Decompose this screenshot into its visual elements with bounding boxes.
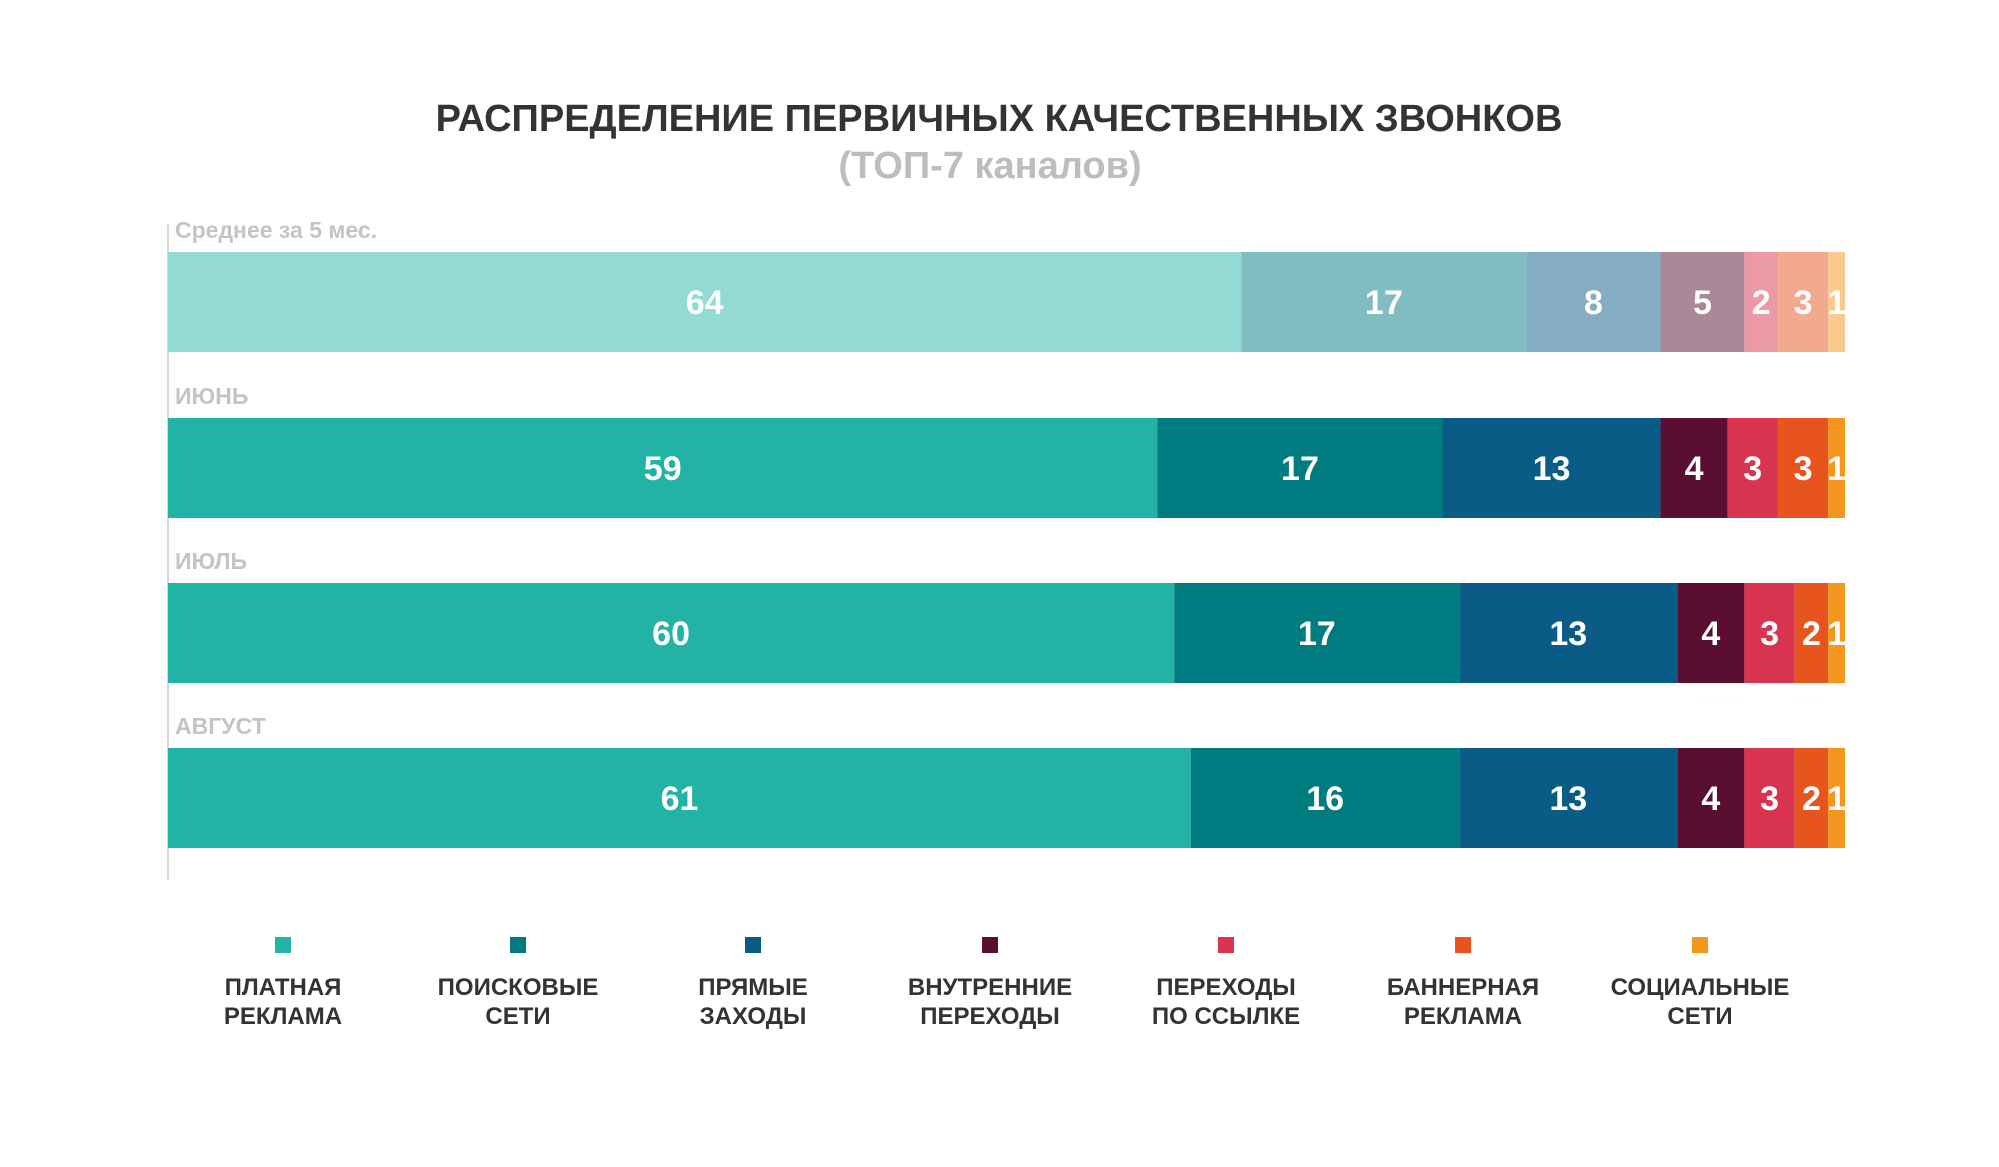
legend-label: СЕТИ <box>1667 1003 1732 1030</box>
data-label: 60 <box>652 615 690 653</box>
data-label: 13 <box>1549 615 1587 653</box>
bar-segment <box>1744 748 1795 848</box>
data-label: 2 <box>1752 284 1771 322</box>
data-label: 59 <box>644 450 682 488</box>
legend-swatch <box>275 937 291 953</box>
data-label: 3 <box>1760 615 1779 653</box>
data-label: 64 <box>686 284 724 322</box>
legend-label: ПРЯМЫЕ <box>698 974 807 1001</box>
bar-segment <box>168 583 1175 683</box>
bar-segment <box>1526 252 1661 352</box>
legend-swatch <box>1692 937 1708 953</box>
legend-label: ПЛАТНАЯ <box>225 974 342 1001</box>
bar-segment <box>1794 748 1829 848</box>
bar-segment <box>168 748 1191 848</box>
chart-subtitle: (ТОП-7 каналов) <box>838 145 1141 187</box>
row-label: ИЮЛЬ <box>175 548 247 574</box>
legend-label: ЗАХОДЫ <box>700 1003 807 1030</box>
bar-segment <box>1828 252 1845 352</box>
bar-segment <box>1442 418 1661 518</box>
data-label: 4 <box>1701 615 1720 653</box>
legend: ПЛАТНАЯРЕКЛАМАПОИСКОВЫЕСЕТИПРЯМЫЕЗАХОДЫВ… <box>224 937 1789 1030</box>
data-label: 5 <box>1693 284 1712 322</box>
data-label: 61 <box>661 780 699 818</box>
bar-segment <box>1777 252 1829 352</box>
legend-label: ПЕРЕХОДЫ <box>1156 974 1296 1001</box>
legend-swatch <box>1455 937 1471 953</box>
legend-label: РЕКЛАМА <box>224 1003 342 1030</box>
data-label: 17 <box>1298 615 1336 653</box>
data-label: 4 <box>1685 450 1704 488</box>
legend-label: СОЦИАЛЬНЫЕ <box>1611 974 1790 1001</box>
bar-segment <box>1744 583 1795 683</box>
legend-swatch <box>745 937 761 953</box>
bar-segment <box>1828 748 1845 848</box>
legend-swatch <box>510 937 526 953</box>
data-label: 3 <box>1794 450 1813 488</box>
legend-label: ВНУТРЕННИЕ <box>908 974 1072 1001</box>
legend-label: БАННЕРНАЯ <box>1387 974 1539 1001</box>
data-label: 3 <box>1794 284 1813 322</box>
legend-label: ПОИСКОВЫЕ <box>438 974 599 1001</box>
bar-segment <box>1660 418 1728 518</box>
bar-segment <box>1677 748 1745 848</box>
data-label: 3 <box>1760 780 1779 818</box>
bar-segment <box>1794 583 1829 683</box>
legend-label: СЕТИ <box>485 1003 550 1030</box>
data-label: 2 <box>1802 780 1821 818</box>
chart-title: РАСПРЕДЕЛЕНИЕ ПЕРВИЧНЫХ КАЧЕСТВЕННЫХ ЗВО… <box>436 98 1563 140</box>
data-label: 4 <box>1701 780 1720 818</box>
data-label: 8 <box>1584 284 1603 322</box>
bar-segment <box>1190 748 1460 848</box>
row-label: ИЮНЬ <box>175 383 248 409</box>
bar-segment <box>1660 252 1745 352</box>
data-label: 17 <box>1365 284 1403 322</box>
bar-segment <box>1459 583 1678 683</box>
bar-segment <box>168 418 1158 518</box>
bar-segment <box>1677 583 1745 683</box>
bar-segment <box>1157 418 1443 518</box>
data-label: 1 <box>1827 780 1846 818</box>
data-label: 1 <box>1827 615 1846 653</box>
legend-swatch <box>1218 937 1234 953</box>
row-label: АВГУСТ <box>175 713 266 739</box>
data-label: 16 <box>1306 780 1344 818</box>
data-label: 13 <box>1549 780 1587 818</box>
bar-segment <box>1828 583 1845 683</box>
data-label: 2 <box>1802 615 1821 653</box>
legend-swatch <box>982 937 998 953</box>
data-label: 17 <box>1281 450 1319 488</box>
data-label: 13 <box>1533 450 1571 488</box>
data-label: 3 <box>1743 450 1762 488</box>
bar-segment <box>1828 418 1845 518</box>
data-label: 1 <box>1827 450 1846 488</box>
legend-label: ПЕРЕХОДЫ <box>920 1003 1060 1030</box>
row-label: Среднее за 5 мес. <box>175 217 377 243</box>
data-label: 1 <box>1827 284 1846 322</box>
bar-segment <box>1727 418 1778 518</box>
legend-label: ПО ССЫЛКЕ <box>1152 1003 1300 1030</box>
bar-segment <box>1777 418 1829 518</box>
legend-label: РЕКЛАМА <box>1404 1003 1522 1030</box>
bar-segment <box>1241 252 1527 352</box>
bar-segment <box>168 252 1242 352</box>
bar-segment <box>1459 748 1678 848</box>
bar-segment <box>1174 583 1460 683</box>
bar-segment <box>1744 252 1778 352</box>
